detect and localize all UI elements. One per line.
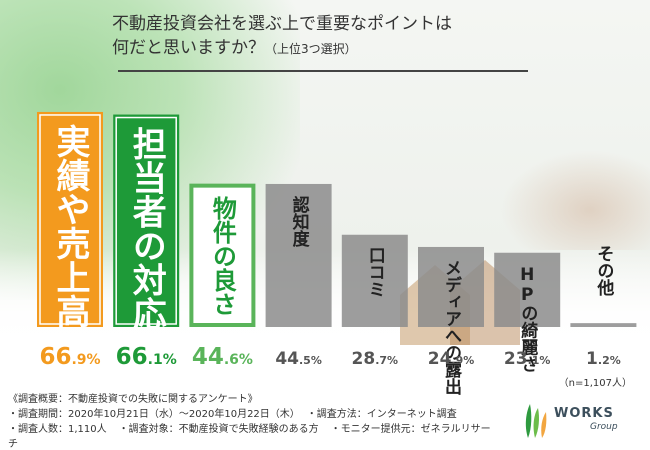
value-label-4: 44.5% <box>275 349 322 369</box>
value-label-2: 66.1% <box>116 344 177 370</box>
value-label-8: 1.2% <box>586 349 621 369</box>
title-line-2: 何だと思いますか？ <box>112 38 265 58</box>
sample-size-note: （n=1,107人） <box>558 378 632 389</box>
title-underline <box>118 70 528 72</box>
category-label-4: 認知度 <box>289 195 311 248</box>
bar-1 <box>37 111 103 327</box>
title-line-1: 不動産投資会社を選ぶ上で重要なポイントは <box>112 14 452 34</box>
category-label-5: 口コミ <box>365 247 385 298</box>
category-label-8: その他 <box>593 245 615 296</box>
value-label-5: 28.7% <box>352 349 399 369</box>
value-label-7: 23.1% <box>504 349 551 369</box>
logo-name: WORKS <box>554 406 614 421</box>
bar-inner-border-1 <box>39 114 101 325</box>
value-label-3: 44.6% <box>192 344 253 370</box>
survey-provider: ・モニター提供元：ゼネラルリサーチ <box>8 424 491 450</box>
category-label-3: 物件の良さ <box>208 196 236 316</box>
title-note: （上位3つ選択） <box>265 42 357 56</box>
bar-inner-fill-3 <box>193 187 252 323</box>
bar-8 <box>570 323 637 327</box>
chart-title: 不動産投資会社を選ぶ上で重要なポイントは 何だと思いますか？（上位3つ選択） <box>112 12 532 61</box>
category-label-2: 担当者の対応 <box>126 126 166 330</box>
bar-2 <box>113 114 180 328</box>
bar-inner-border-2 <box>115 116 177 325</box>
works-group-logo: WORKS Group <box>520 400 640 440</box>
survey-count: ・調査人数：1,110人 <box>8 424 107 435</box>
category-label-7: HPの綺麗さ <box>517 265 538 373</box>
value-label-6: 24.9% <box>428 349 475 369</box>
background-hands <box>500 150 650 250</box>
survey-title: 《調査概要：不動産投資での失敗に関するアンケート》 <box>8 394 258 405</box>
survey-period: ・調査期間：2020年10月21日（水）〜2020年10月22日（木） <box>8 409 295 420</box>
bar-chart: 実績や売上高 66.9% 担当者の対応 66.1% 物件の良さ 44.6% 認知度 44.5%… <box>37 111 637 396</box>
bar-7 <box>494 252 561 327</box>
logo-sub: Group <box>590 422 618 432</box>
survey-footer: 《調査概要：不動産投資での失敗に関するアンケート》 ・調査期間：2020年10月… <box>8 392 508 450</box>
category-label-6: メディアへの露出 <box>441 259 462 396</box>
bar-5 <box>341 234 408 327</box>
leaf-logo-icon <box>525 404 547 438</box>
bar-4 <box>265 183 332 327</box>
survey-method: ・調査方法：インターネット調査 <box>306 409 457 420</box>
survey-target: ・調査対象：不動産投資で失敗経験のある方 <box>118 424 319 435</box>
bar-6 <box>418 246 484 327</box>
category-label-1: 実績や売上高 <box>50 124 90 328</box>
value-label-1: 66.9% <box>39 344 100 370</box>
